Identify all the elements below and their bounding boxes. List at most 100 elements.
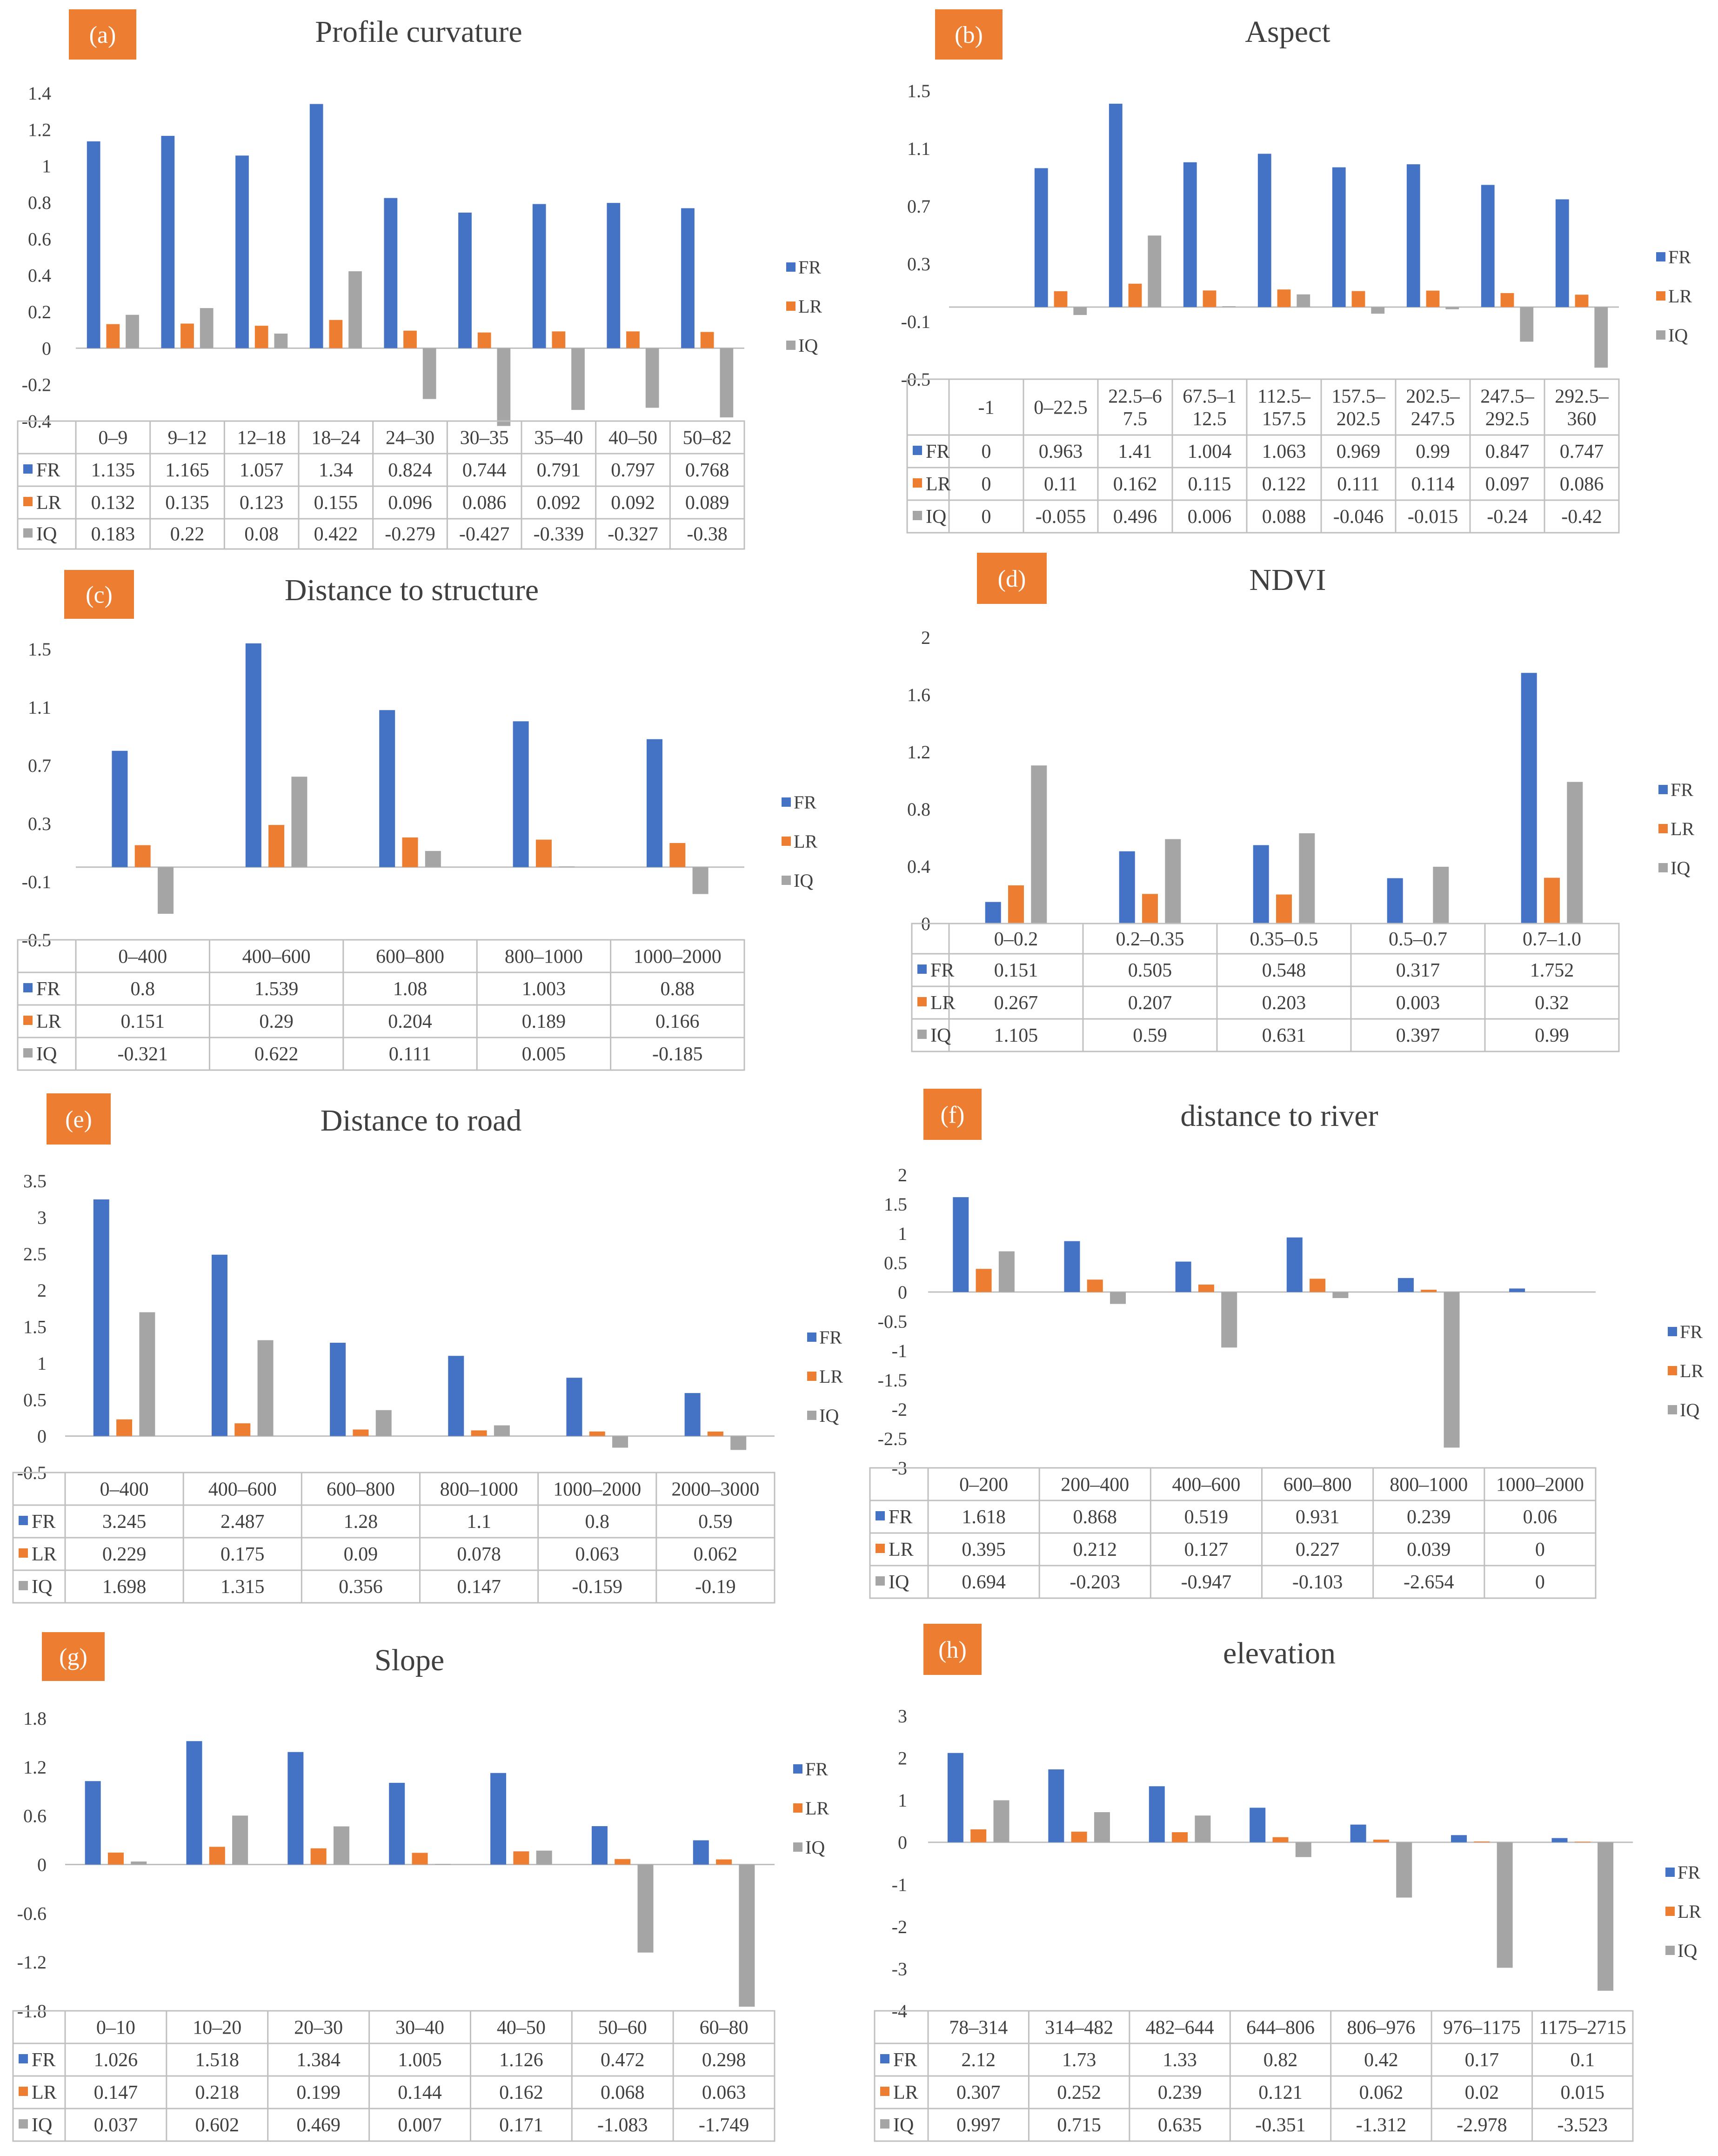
bar-lr <box>412 1853 428 1865</box>
table-cell-value: 0.151 <box>120 1011 165 1032</box>
bar-fr <box>684 1393 701 1436</box>
bar-iq <box>1497 1842 1513 1968</box>
bar-lr <box>513 1851 529 1865</box>
table-cell-value: 0.122 <box>1262 474 1306 495</box>
table-cell-value: -0.19 <box>695 1576 736 1598</box>
bar-fr <box>693 1840 709 1865</box>
y-tick-label: 0.3 <box>28 813 51 834</box>
category-label: 0.5–0.7 <box>1389 929 1447 950</box>
bar-fr <box>1064 1241 1080 1292</box>
table-cell-value: 0.397 <box>1396 1025 1440 1046</box>
bar-lr <box>1071 1831 1087 1842</box>
category-label: 1000–2000 <box>1496 1474 1584 1496</box>
table-cell-value: 0.147 <box>457 1576 501 1598</box>
table-cell-value: 0.847 <box>1485 441 1530 462</box>
table-cell-value: 0.548 <box>1262 960 1306 981</box>
y-tick-label: -2.5 <box>878 1428 907 1449</box>
table-cell-value: 0.088 <box>1262 506 1306 528</box>
bar-fr <box>591 1826 608 1865</box>
bar-lr <box>1277 289 1291 307</box>
legend-swatch <box>793 1842 802 1852</box>
bar-fr <box>87 141 100 348</box>
panel-label: (d) <box>998 566 1026 592</box>
bar-fr <box>532 204 546 348</box>
bar-iq <box>348 271 362 348</box>
y-tick-label: 2 <box>898 1165 907 1185</box>
category-label: 157.5– 202.5 <box>1331 386 1386 430</box>
bar-fr <box>953 1197 969 1292</box>
bar-lr <box>477 332 491 348</box>
y-tick-label: -0.2 <box>22 375 51 395</box>
category-label: 0.35–0.5 <box>1250 929 1318 950</box>
table-cell-value: 0.063 <box>702 2082 746 2103</box>
table-cell-value: 0.007 <box>398 2115 442 2136</box>
table-cell-value: 0.469 <box>296 2115 341 2136</box>
y-tick-label: 1.5 <box>907 80 930 101</box>
category-label: 40–50 <box>497 2017 546 2039</box>
table-cell-value: 1.73 <box>1062 2049 1096 2071</box>
bar-iq <box>1110 1292 1126 1304</box>
bar-lr <box>552 331 566 348</box>
bar-iq <box>291 777 308 867</box>
panel-label: (a) <box>89 22 116 48</box>
bar-fr <box>161 136 175 348</box>
bar-iq <box>998 1251 1015 1292</box>
bar-lr <box>1054 291 1068 307</box>
row-legend-swatch <box>880 2054 889 2063</box>
y-tick-label: 1.5 <box>28 639 51 660</box>
bar-lr <box>1544 877 1560 924</box>
bar-fr <box>186 1741 202 1865</box>
category-label: 0–9 <box>98 428 127 449</box>
bar-iq <box>1433 866 1449 924</box>
table-cell-value: 0.519 <box>1184 1507 1229 1528</box>
table-cell-value: -1.083 <box>597 2115 648 2136</box>
category-label: 50–82 <box>683 428 732 449</box>
row-series-label: LR <box>36 492 61 514</box>
bar-iq <box>497 348 511 426</box>
bar-iq <box>1598 1842 1614 1991</box>
row-series-label: LR <box>32 2082 57 2103</box>
table-cell-value: 1.063 <box>1262 441 1306 462</box>
chart-panel: (g) Slope1.81.20.60-0.6-1.2-1.8FRLRIQ0–10… <box>12 1632 829 2142</box>
bar-lr <box>1172 1832 1188 1842</box>
legend-label: LR <box>805 1798 829 1819</box>
table-cell-value: 0.096 <box>388 492 432 514</box>
bar-iq <box>1148 235 1162 307</box>
bar-fr <box>1175 1261 1191 1292</box>
table-cell-value: -0.947 <box>1181 1572 1232 1593</box>
chart-title: Distance to road <box>321 1104 522 1138</box>
category-label: 40–50 <box>608 428 657 449</box>
bar-iq <box>1295 1842 1311 1857</box>
table-cell-value: 0.99 <box>1416 441 1450 462</box>
category-label: 806–976 <box>1347 2017 1415 2039</box>
y-tick-label: 1 <box>898 1223 907 1244</box>
table-cell-value: 1.33 <box>1163 2049 1197 2071</box>
bar-iq <box>993 1800 1009 1842</box>
y-tick-label: 0.5 <box>23 1389 47 1410</box>
bar-iq <box>333 1826 349 1865</box>
table-cell-value: 0.298 <box>702 2049 746 2071</box>
category-label: 0.7–1.0 <box>1523 929 1581 950</box>
y-tick-label: 1.2 <box>907 742 930 763</box>
bar-lr <box>1203 290 1217 307</box>
table-cell-value: 1.105 <box>994 1025 1038 1046</box>
table-cell-value: 0.015 <box>1561 2082 1605 2103</box>
bar-iq <box>1444 1292 1460 1448</box>
category-label: 0.2–0.35 <box>1116 929 1184 950</box>
bar-fr <box>1350 1824 1366 1842</box>
table-cell-value: -2.654 <box>1404 1572 1454 1593</box>
y-tick-label: 0.3 <box>907 254 930 275</box>
bar-fr <box>647 739 662 867</box>
table-cell-value: 0.144 <box>398 2082 442 2103</box>
bar-fr <box>112 750 128 867</box>
table-cell-value: 0.06 <box>1523 1507 1558 1528</box>
bar-fr <box>513 721 529 867</box>
chart-title: Profile curvature <box>315 15 522 49</box>
table-cell-value: 0.151 <box>994 960 1038 981</box>
table-cell-value: -1.749 <box>699 2115 749 2136</box>
bar-iq <box>1396 1842 1412 1898</box>
row-series-label: FR <box>36 460 60 481</box>
legend-swatch <box>786 262 795 272</box>
table-cell-value: 0.42 <box>1364 2049 1398 2071</box>
legend-label: FR <box>1678 1862 1700 1883</box>
